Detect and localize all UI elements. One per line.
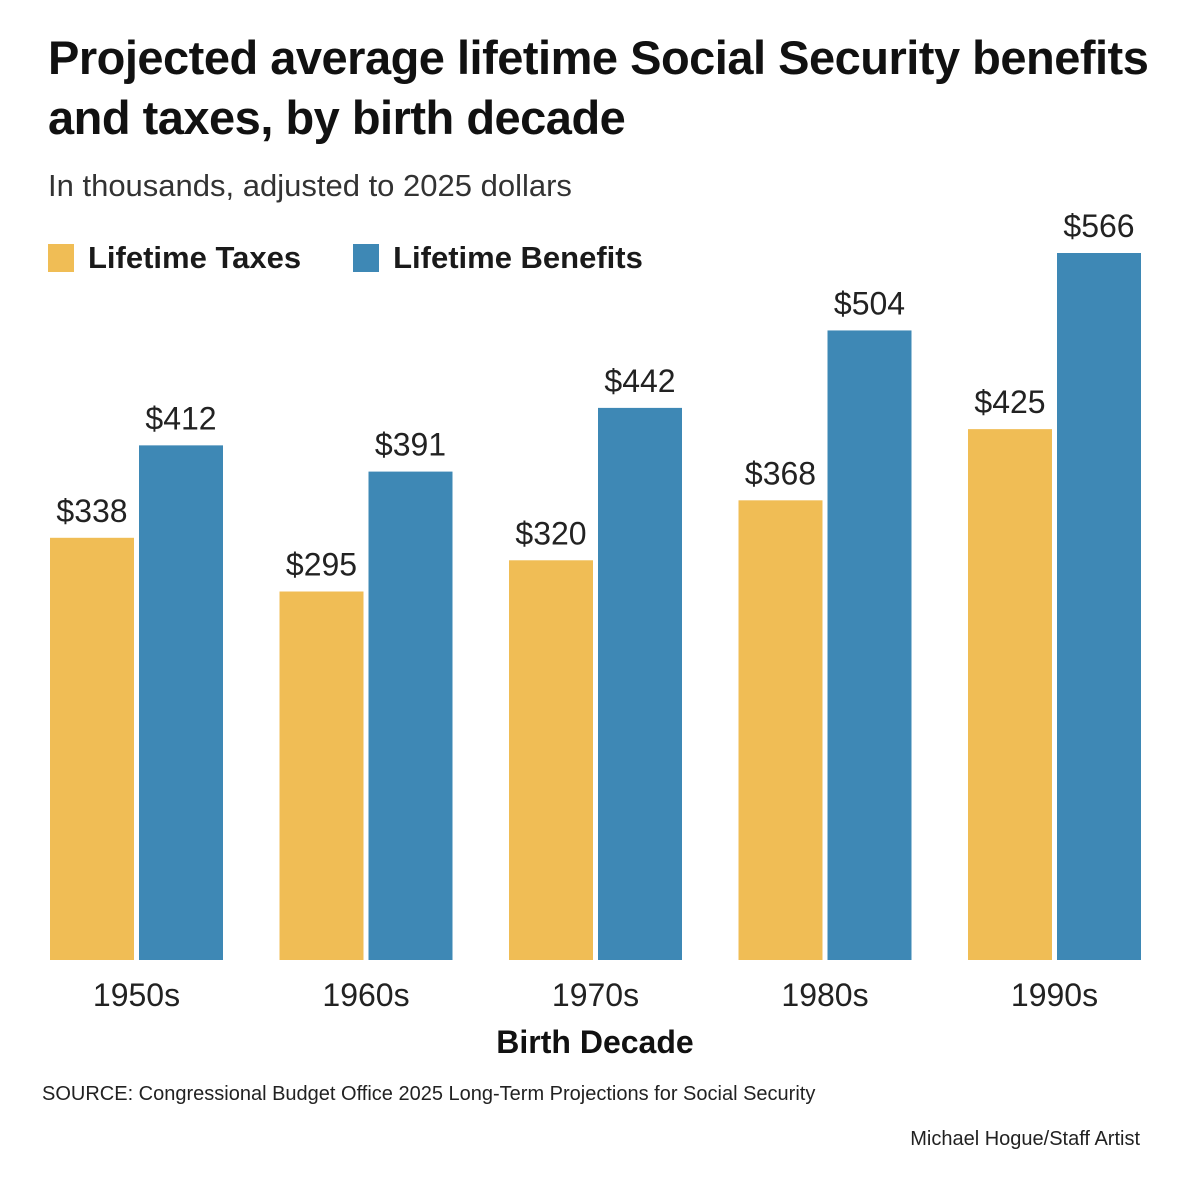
legend-swatch-benefits <box>353 244 380 272</box>
x-tick-label-1970s: 1970s <box>552 977 639 1013</box>
bar-taxes-1980s <box>738 500 823 960</box>
legend-label-benefits: Lifetime Benefits <box>393 240 643 275</box>
bar-taxes-1990s <box>968 429 1052 960</box>
legend-item-taxes: Lifetime Taxes <box>48 240 301 276</box>
x-tick-label-1990s: 1990s <box>1011 977 1098 1013</box>
chart-title: Projected average lifetime Social Securi… <box>48 31 1149 144</box>
x-tick-label-1950s: 1950s <box>93 977 180 1013</box>
data-label-benefits-1970s: $442 <box>604 363 675 399</box>
bar-benefits-1990s <box>1057 253 1141 960</box>
bar-benefits-1950s <box>139 445 223 960</box>
x-tick-label-1980s: 1980s <box>781 977 868 1013</box>
data-label-benefits-1960s: $391 <box>375 427 446 463</box>
bar-taxes-1960s <box>279 591 364 960</box>
data-label-taxes-1950s: $338 <box>56 493 127 529</box>
data-label-taxes-1970s: $320 <box>515 515 586 551</box>
legend-label-taxes: Lifetime Taxes <box>88 240 302 275</box>
data-label-benefits-1980s: $504 <box>834 285 905 321</box>
x-axis-title: Birth Decade <box>496 1024 694 1060</box>
bar-benefits-1960s <box>368 471 453 960</box>
data-label-taxes-1990s: $425 <box>974 384 1045 420</box>
data-label-benefits-1990s: $566 <box>1063 208 1134 244</box>
source-note: SOURCE: Congressional Budget Office 2025… <box>42 1083 816 1105</box>
legend: Lifetime Taxes Lifetime Benefits <box>48 240 695 276</box>
data-label-benefits-1950s: $412 <box>145 400 216 436</box>
bar-taxes-1950s <box>50 537 134 960</box>
x-tick-label-1960s: 1960s <box>322 977 409 1013</box>
bar-benefits-1980s <box>827 330 912 961</box>
credit-note: Michael Hogue/Staff Artist <box>910 1128 1140 1150</box>
bar-benefits-1970s <box>598 407 682 960</box>
data-label-taxes-1960s: $295 <box>286 547 357 583</box>
data-label-taxes-1980s: $368 <box>745 455 816 491</box>
bar-taxes-1970s <box>509 560 593 960</box>
chart-subtitle: In thousands, adjusted to 2025 dollars <box>48 168 572 203</box>
legend-swatch-taxes <box>48 244 74 272</box>
legend-item-benefits: Lifetime Benefits <box>353 240 643 276</box>
